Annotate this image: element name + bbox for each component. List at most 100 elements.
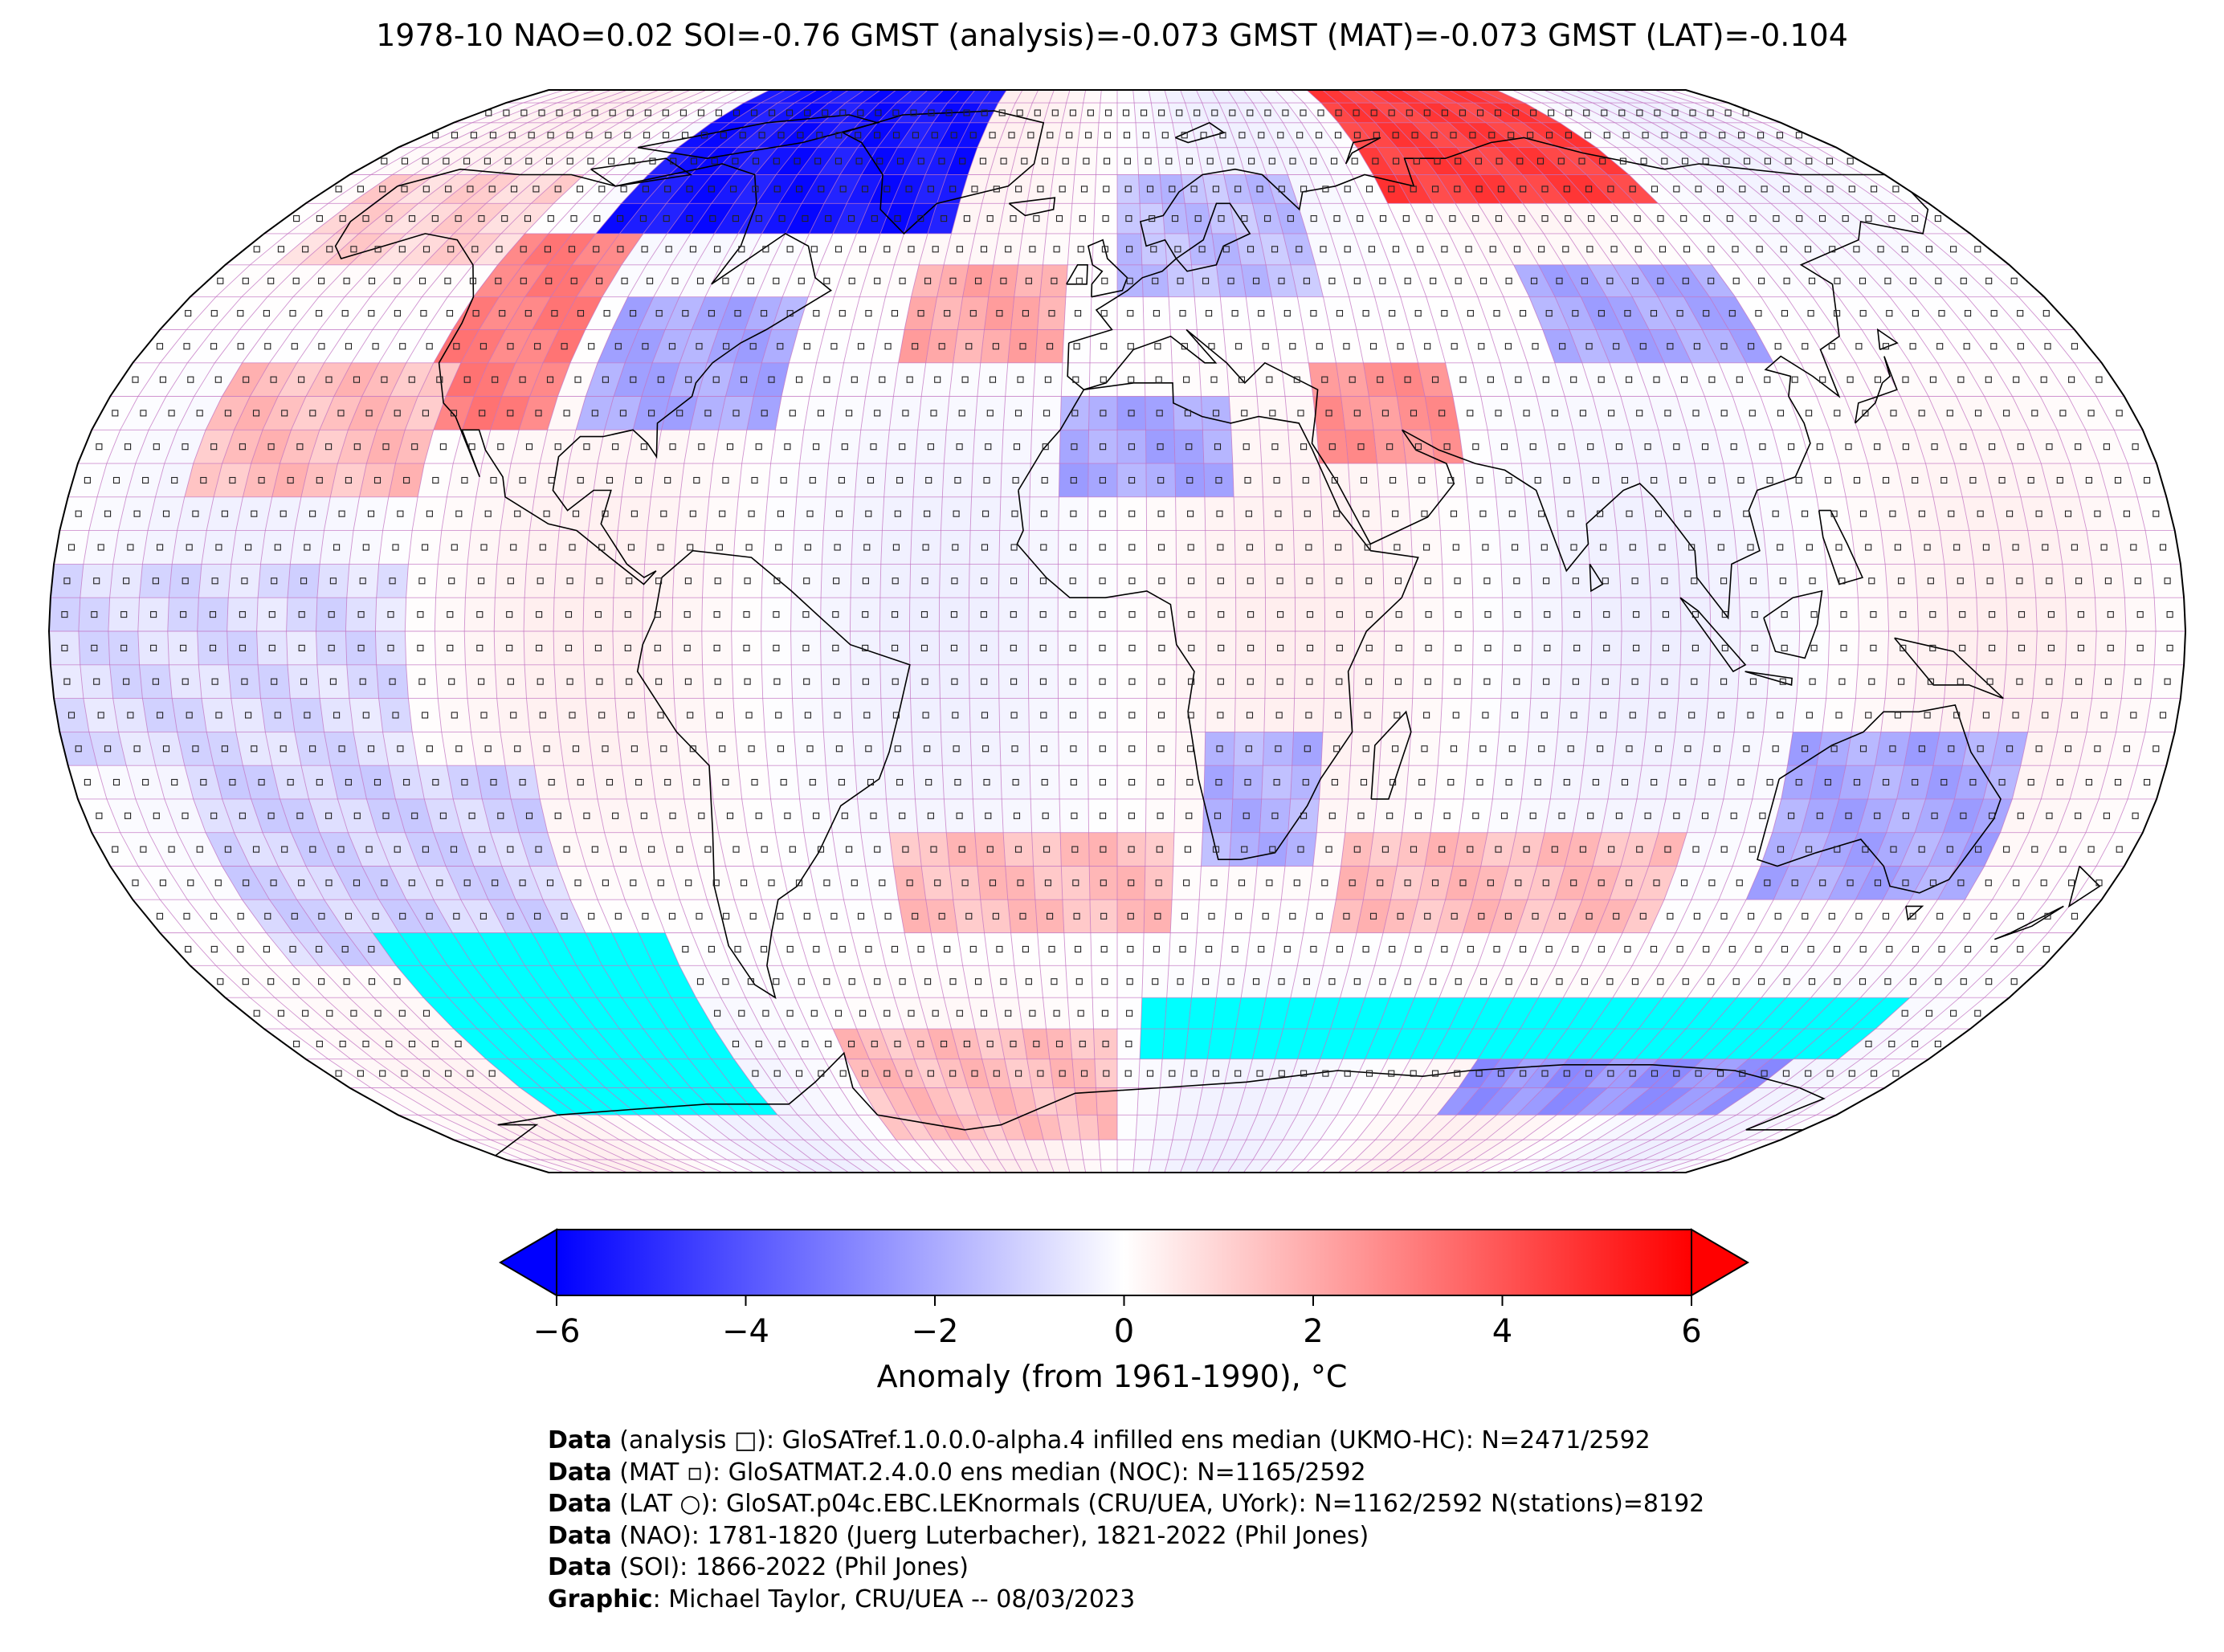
anomaly-cell (1408, 732, 1441, 766)
anomaly-cell (1729, 732, 1764, 766)
anomaly-cell (1967, 932, 2022, 966)
anomaly-cell (1883, 203, 1947, 234)
missing-data-cell (1658, 1029, 1710, 1059)
anomaly-cell (2006, 631, 2038, 665)
anomaly-cell (269, 899, 320, 933)
anomaly-cell (1157, 1087, 1181, 1116)
anomaly-cell (426, 296, 474, 330)
anomaly-cell (292, 264, 349, 297)
anomaly-cell (1709, 631, 1740, 665)
anomaly-cell (280, 798, 320, 833)
anomaly-cell (1143, 932, 1171, 966)
anomaly-cell (1489, 899, 1528, 933)
anomaly-cell (677, 1115, 730, 1140)
anomaly-cell (1563, 965, 1607, 998)
anomaly-cell (2046, 866, 2096, 900)
anomaly-cell (1230, 798, 1262, 833)
anomaly-cell (559, 732, 593, 766)
anomaly-cell (1860, 965, 1916, 998)
anomaly-cell (1088, 463, 1117, 497)
anomaly-cell (714, 203, 757, 234)
anomaly-cell (1527, 866, 1565, 900)
anomaly-cell (471, 732, 505, 766)
anomaly-cell (1434, 765, 1467, 799)
anomaly-cell (614, 866, 653, 900)
anomaly-cell (607, 1159, 659, 1173)
anomaly-cell (667, 203, 712, 234)
anomaly-cell (1983, 765, 2021, 799)
anomaly-cell (2033, 664, 2066, 699)
missing-data-cell (1662, 997, 1712, 1030)
anomaly-cell (969, 530, 1000, 565)
anomaly-cell (1456, 1140, 1504, 1160)
anomaly-cell (1415, 1059, 1455, 1088)
anomaly-cell (1692, 1059, 1749, 1088)
anomaly-cell (1117, 362, 1145, 397)
anomaly-cell (745, 296, 783, 330)
anomaly-cell (1658, 932, 1703, 966)
anomaly-cell (1433, 1159, 1474, 1173)
anomaly-cell (1263, 732, 1294, 766)
anomaly-cell (1271, 296, 1304, 330)
anomaly-cell (1637, 765, 1671, 799)
anomaly-cell (1194, 296, 1224, 330)
anomaly-cell (497, 233, 549, 265)
missing-data-cell (524, 1029, 577, 1059)
anomaly-cell (732, 698, 765, 732)
anomaly-cell (278, 362, 324, 397)
missing-data-cell (1230, 1029, 1259, 1059)
anomaly-cell (1835, 899, 1883, 933)
anomaly-cell (1835, 965, 1890, 998)
anomaly-cell (1736, 965, 1787, 998)
anomaly-cell (1039, 965, 1068, 998)
anomaly-cell (398, 997, 454, 1030)
anomaly-cell (1205, 698, 1236, 732)
anomaly-cell (1320, 1140, 1357, 1160)
anomaly-cell (1160, 174, 1185, 204)
anomaly-cell (785, 1029, 825, 1059)
anomaly-cell (655, 430, 690, 464)
anomaly-cell (859, 965, 895, 998)
anomaly-cell (1888, 329, 1938, 363)
anomaly-cell (946, 396, 977, 430)
anomaly-cell (1875, 496, 1911, 531)
anomaly-cell (2099, 765, 2137, 799)
anomaly-cell (944, 233, 975, 265)
missing-data-cell (643, 1059, 691, 1088)
missing-data-cell (1757, 997, 1811, 1030)
anomaly-cell (1329, 329, 1364, 363)
anomaly-cell (837, 1115, 878, 1140)
anomaly-cell (1383, 664, 1414, 699)
anomaly-cell (604, 396, 642, 430)
anomaly-cell (1235, 598, 1266, 631)
anomaly-cell (1772, 798, 1810, 833)
anomaly-cell (1941, 296, 1995, 330)
anomaly-cell (646, 233, 691, 265)
anomaly-cell (271, 765, 309, 799)
anomaly-cell (537, 1115, 602, 1140)
missing-data-cell (627, 965, 671, 998)
anomaly-cell (1606, 932, 1650, 966)
anomaly-cell (1943, 798, 1984, 833)
anomaly-cell (707, 329, 745, 363)
anomaly-cell (828, 1159, 865, 1173)
colorbar-tick-label: 4 (1492, 1313, 1513, 1350)
anomaly-cell (1563, 264, 1607, 297)
anomaly-cell (349, 698, 383, 732)
anomaly-cell (877, 1115, 915, 1140)
anomaly-cell (1203, 765, 1234, 799)
anomaly-cell (83, 698, 119, 732)
anomaly-cell (656, 1140, 710, 1160)
anomaly-cell (702, 564, 733, 598)
anomaly-cell (1676, 396, 1716, 430)
anomaly-cell (529, 732, 564, 766)
anomaly-cell (258, 664, 291, 699)
anomaly-cell (534, 765, 569, 799)
anomaly-cell (601, 1140, 659, 1160)
anomaly-cell (913, 1159, 944, 1173)
anomaly-cell (1412, 1115, 1457, 1140)
anomaly-cell (1440, 698, 1472, 732)
anomaly-cell (823, 496, 855, 531)
anomaly-cell (515, 899, 559, 933)
missing-data-cell (1568, 1029, 1615, 1059)
